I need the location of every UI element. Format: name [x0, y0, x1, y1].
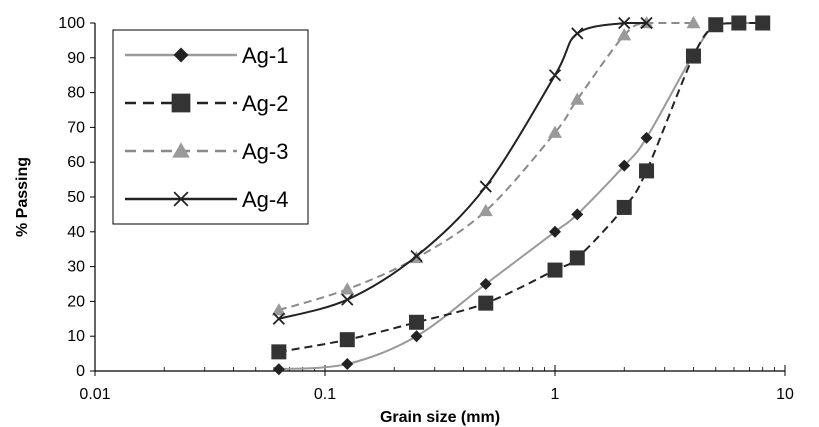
data-point: [617, 28, 632, 41]
legend-label: Ag-2: [242, 91, 288, 116]
y-tick-label: 0: [76, 363, 85, 380]
data-point: [686, 16, 701, 29]
data-point: [410, 250, 423, 263]
data-point: [640, 16, 653, 30]
x-axis-title: Grain size (mm): [380, 409, 500, 426]
legend: Ag-1 Ag-2 Ag-3 Ag-4: [112, 29, 309, 225]
y-tick-label: 40: [67, 224, 85, 241]
data-point: [479, 180, 492, 193]
data-point: [272, 312, 285, 325]
legend-box: [112, 29, 309, 225]
series-ag-1: [272, 17, 769, 376]
data-point: [409, 314, 425, 330]
x-tick-label: 10: [776, 386, 794, 403]
data-point: [639, 163, 655, 179]
legend-entry-ag-2: Ag-2: [125, 91, 288, 116]
legend-label: Ag-4: [242, 187, 288, 212]
data-point: [410, 330, 423, 343]
y-tick-label: 100: [58, 15, 85, 32]
marker-stroke: [341, 293, 354, 306]
data-point: [478, 203, 493, 217]
legend-marker: [173, 47, 189, 63]
data-point: [571, 208, 584, 221]
x-tick-label: 1: [551, 386, 560, 403]
data-point: [478, 295, 494, 311]
data-point: [341, 358, 354, 371]
axes: 0 10 20 30 40 50 60 70 80 90 100 0.01 0.1 1 10: [58, 15, 794, 403]
data-point: [271, 344, 287, 360]
legend-marker: [173, 191, 189, 207]
marker-stroke: [272, 312, 285, 325]
marker-stroke: [618, 16, 631, 30]
y-tick-label: 20: [67, 293, 85, 310]
data-point: [548, 69, 562, 82]
data-point: [340, 282, 355, 295]
data-point: [272, 363, 285, 376]
y-axis-title: % Passing: [14, 157, 31, 237]
data-point: [570, 92, 585, 105]
data-point: [549, 225, 561, 238]
data-point: [640, 131, 653, 144]
marker-stroke: [571, 27, 584, 40]
y-tick-label: 50: [67, 189, 85, 206]
y-tick-label: 70: [67, 119, 85, 136]
y-tick-label: 80: [67, 85, 85, 102]
series-line: [278, 22, 647, 320]
data-point: [708, 17, 724, 33]
data-point: [731, 15, 747, 31]
series-line: [278, 22, 694, 312]
series-ag-2: [271, 15, 771, 360]
legend-entry-ag-3: Ag-3: [125, 139, 288, 164]
series-ag-3: [271, 16, 701, 316]
data-point: [548, 125, 562, 138]
data-point: [569, 250, 585, 266]
marker-stroke: [548, 69, 562, 82]
marker-stroke: [640, 16, 653, 30]
x-tick-label: 0.1: [314, 386, 336, 403]
data-point: [339, 332, 355, 348]
marker-stroke: [173, 191, 189, 207]
series-layer: [271, 15, 771, 376]
legend-entry-ag-1: Ag-1: [125, 43, 288, 68]
data-point: [271, 303, 286, 316]
y-tick-label: 60: [67, 154, 85, 171]
series-line: [278, 22, 763, 371]
legend-label: Ag-1: [242, 43, 288, 68]
y-tick-label: 10: [67, 328, 85, 345]
y-tick-label: 90: [67, 50, 85, 67]
data-point: [685, 48, 701, 64]
data-point: [341, 293, 354, 306]
marker-stroke: [479, 180, 492, 193]
data-point: [547, 262, 563, 278]
data-point: [755, 15, 771, 31]
y-tick-label: 30: [67, 259, 85, 276]
legend-entry-ag-4: Ag-4: [125, 187, 288, 212]
data-point: [616, 199, 632, 215]
legend-marker: [171, 93, 191, 113]
legend-marker: [172, 142, 190, 158]
data-point: [479, 278, 492, 290]
marker-stroke: [410, 250, 423, 263]
series-ag-4: [272, 16, 653, 325]
x-tick-label: 0.01: [79, 386, 110, 403]
data-point: [571, 27, 584, 40]
data-point: [618, 159, 631, 172]
legend-label: Ag-3: [242, 139, 288, 164]
data-point: [618, 16, 631, 30]
